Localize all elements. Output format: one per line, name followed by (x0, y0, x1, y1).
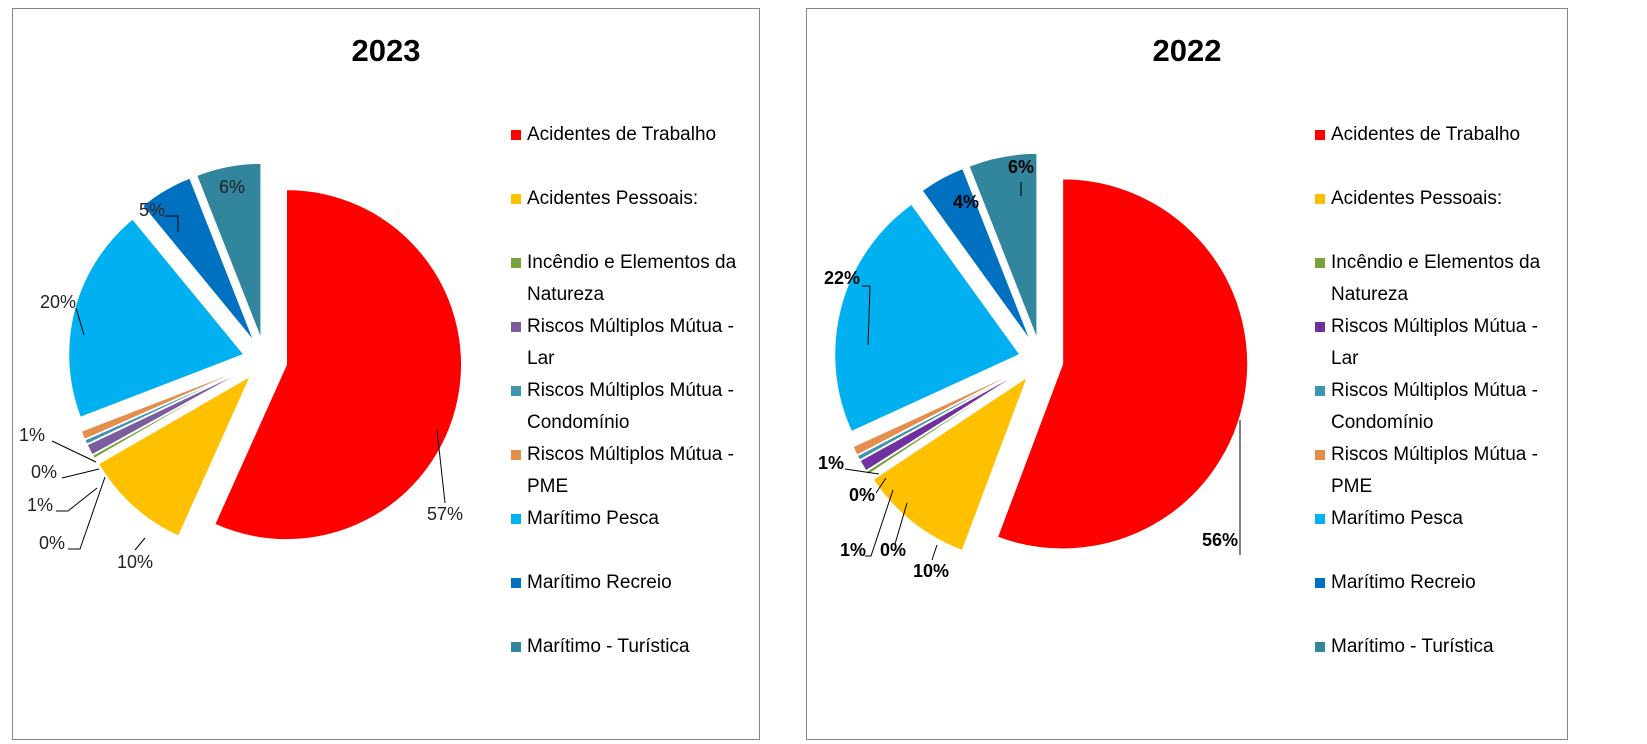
legend-swatch (1315, 450, 1325, 460)
legend-label: Acidentes de Trabalho (527, 124, 717, 145)
pie-slice-7 (834, 203, 1021, 433)
legend-label: Riscos Múltiplos Mútua - Lar (527, 316, 734, 369)
legend-swatch (511, 322, 521, 332)
legend-label: Incêndio e Elementos da Natureza (527, 252, 737, 305)
chart-title: 2023 (351, 33, 421, 68)
leader-line (865, 489, 894, 557)
legend-swatch (1315, 578, 1325, 588)
legend-swatch (1315, 258, 1325, 268)
data-label-1: 57% (427, 504, 463, 524)
pie-slice-8 (142, 177, 255, 342)
legend-swatch (1315, 514, 1325, 524)
legend-label: Acidentes de Trabalho (1331, 124, 1521, 145)
legend-label: Marítimo - Turística (1331, 636, 1494, 657)
pie-chart-2023: 57% 10% 0% 1% 0% 1% 20% 5% 6% (19, 162, 463, 572)
legend-swatch (511, 386, 521, 396)
legend-swatch (1315, 322, 1325, 332)
data-label-1: 56% (1202, 530, 1238, 550)
legend-label: Marítimo - Turística (527, 636, 690, 657)
pie-slice-3 (91, 370, 247, 460)
legend-swatch (1315, 130, 1325, 140)
pie-slice-6 (80, 367, 245, 440)
pie-slice-5 (84, 368, 246, 445)
pie-slice-5 (856, 369, 1022, 461)
data-label-2: 10% (117, 552, 153, 572)
data-label-3: 0% (39, 533, 65, 553)
legend-swatch (511, 130, 521, 140)
legend-label: Riscos Múltiplos Mútua - Condomínio (1331, 380, 1538, 433)
pie-slice-2 (98, 375, 252, 537)
data-label-5: 0% (849, 485, 875, 505)
leader-line (56, 487, 98, 512)
pie-slice-4 (86, 369, 246, 456)
legend-swatch (511, 450, 521, 460)
data-label-6: 1% (818, 453, 844, 473)
legend-swatch (511, 514, 521, 524)
legend-label: Marítimo Pesca (527, 508, 659, 529)
data-label-8: 4% (953, 192, 979, 212)
leader-line (165, 215, 179, 232)
data-label-9: 6% (219, 177, 245, 197)
pie-slice-3 (865, 371, 1023, 476)
legend-label: Marítimo Pesca (1331, 508, 1463, 529)
data-label-7: 20% (40, 292, 76, 312)
legend-label: Riscos Múltiplos Mútua - Lar (1331, 316, 1538, 369)
legend-swatch (511, 258, 521, 268)
legend-swatch (511, 642, 521, 652)
legend-swatch (1315, 386, 1325, 396)
legend-label: Riscos Múltiplos Mútua - PME (1331, 444, 1538, 497)
pie-chart-2022: 56%10%0%1%0%1%22%4%6% (818, 152, 1249, 581)
legend-label: Acidentes Pessoais: (1331, 188, 1503, 209)
leader-line (844, 468, 880, 475)
pie-slice-8 (921, 167, 1031, 341)
pie-slice-9 (196, 162, 262, 339)
chart-panel-2023: 2023 57% 10% 0% 1% 0% 1% 20% 5% 6% Acidentes de … (12, 8, 760, 740)
chart-panel-2022: 2022 56% 10% 0% 1% 0% 1% 22% 4% 6% Acidentes de … (806, 8, 1568, 740)
data-label-7: 22% (824, 268, 860, 288)
legend-swatch (511, 194, 521, 204)
leader-line (68, 476, 106, 550)
legend-label: Riscos Múltiplos Mútua - Condomínio (527, 380, 734, 433)
pie-slice-1 (996, 178, 1249, 550)
data-label-2: 10% (913, 561, 949, 581)
data-label-5: 0% (31, 462, 57, 482)
data-label-8: 5% (139, 200, 165, 220)
legend-swatch (1315, 194, 1325, 204)
leader-line (875, 477, 887, 494)
chart-title: 2022 (1152, 33, 1222, 68)
leader-line (436, 429, 446, 504)
legend-swatch (1315, 642, 1325, 652)
leader-line (61, 468, 100, 479)
data-label-9: 6% (1008, 157, 1034, 177)
pie-slice-7 (68, 218, 245, 418)
leader-line (894, 502, 908, 545)
leader-line (931, 544, 938, 561)
data-label-3: 0% (880, 540, 906, 560)
data-label-4: 1% (27, 495, 53, 515)
data-label-4: 1% (840, 540, 866, 560)
leader-line (75, 307, 85, 336)
leader-line (51, 440, 97, 463)
legend-label: Marítimo Recreio (527, 572, 672, 593)
data-label-6: 1% (19, 425, 45, 445)
legend-label: Acidentes Pessoais: (527, 188, 699, 209)
leader-line (134, 537, 146, 551)
pie-slice-9 (968, 152, 1038, 339)
pie-slice-6 (852, 369, 1022, 456)
pie-slice-1 (214, 189, 463, 541)
legend-swatch (511, 578, 521, 588)
leader-line (862, 285, 871, 346)
pie-slice-2 (872, 375, 1029, 552)
legend-label: Incêndio e Elementos da Natureza (1331, 252, 1541, 305)
legend-label: Riscos Múltiplos Mútua - PME (527, 444, 734, 497)
legend-label: Marítimo Recreio (1331, 572, 1476, 593)
pie-slice-4 (859, 370, 1023, 472)
